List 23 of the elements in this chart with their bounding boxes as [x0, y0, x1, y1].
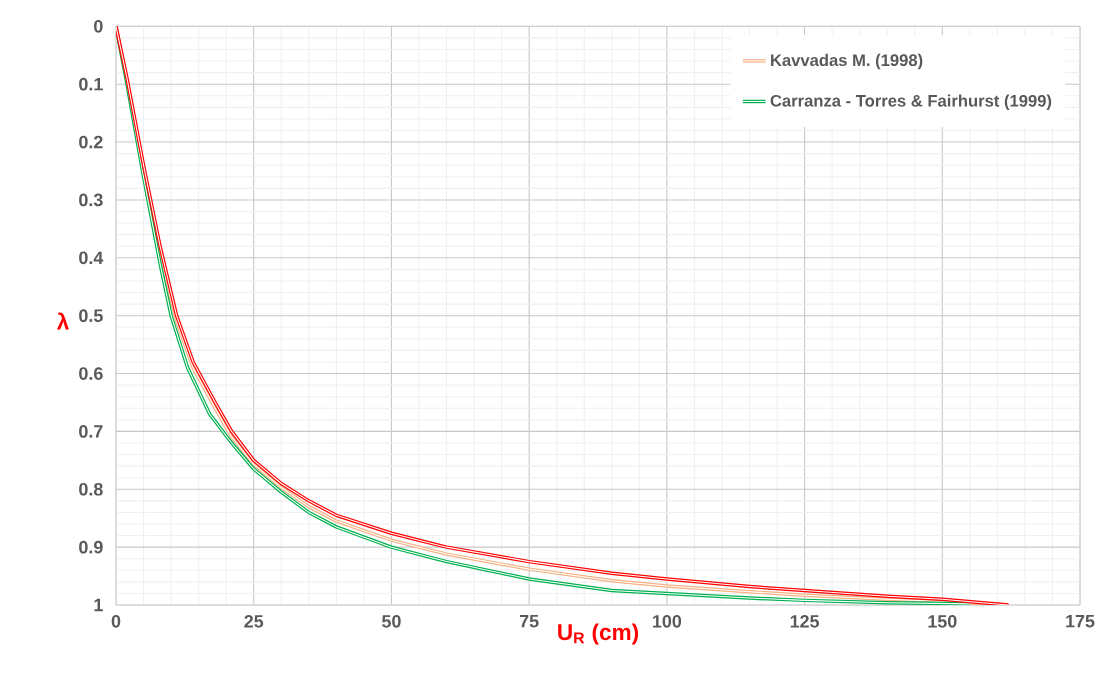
- y-tick-label: 0.2: [79, 135, 103, 149]
- y-tick-label: 0.9: [79, 540, 103, 554]
- y-tick-label: 0: [94, 19, 103, 33]
- x-tick-label: 75: [519, 615, 539, 628]
- x-axis-title: U$_{R}$ (cm): [558, 623, 639, 645]
- legend-label: Carranza - Torres & Fairhurst (1999): [770, 94, 1052, 110]
- y-tick-label: 1: [94, 598, 103, 612]
- x-tick-label: 25: [244, 615, 264, 628]
- y-tick-label: 0.6: [79, 367, 103, 380]
- y-tick-label: 0.1: [79, 77, 103, 91]
- x-tick-label: 175: [1066, 615, 1095, 628]
- x-tick-label: 150: [928, 615, 957, 628]
- x-tick-label: 0: [111, 615, 121, 628]
- y-tick-label: 0.5: [79, 309, 103, 323]
- y-tick-label: 0.8: [79, 482, 103, 496]
- y-tick-label: 0.3: [79, 193, 103, 207]
- y-axis-title: λ: [56, 312, 69, 330]
- x-tick-label: 100: [653, 615, 682, 628]
- y-tick-label: 0.4: [79, 251, 104, 265]
- y-tick-label: 0.7: [79, 425, 103, 438]
- x-tick-label: 125: [790, 615, 820, 628]
- legend-label: Kavvadas M. (1998): [771, 53, 923, 70]
- x-tick-label: 50: [382, 615, 401, 628]
